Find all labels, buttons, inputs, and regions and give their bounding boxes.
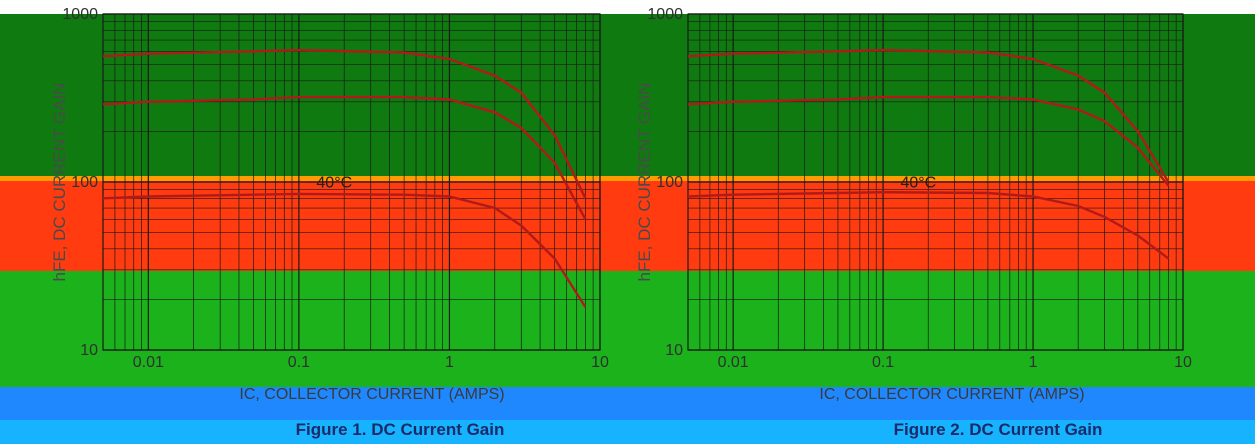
- chart-1-y-tick-2: 100: [71, 174, 98, 191]
- chart-1-x-tick-2: 0.1: [288, 354, 310, 371]
- overlay-band-green: [0, 271, 1255, 387]
- overlay-band-orange: [0, 176, 1255, 182]
- chart-2-y-tick-3: 10: [665, 342, 683, 359]
- chart-2-y-tick-2: 100: [656, 174, 683, 191]
- chart-2-series-1: [687, 48, 1170, 183]
- chart-1-y-tick-3: 10: [80, 342, 98, 359]
- chart-2-series-3: [687, 190, 1170, 260]
- chart-2-series-2: [687, 95, 1170, 187]
- chart-1-plot: 0.01 0.1 1 10 1000 100 10 −40°C hFE, DC CURRENT …: [50, 6, 609, 371]
- chart-2-frame: [687, 13, 1184, 351]
- chart-1-frame: [102, 13, 601, 351]
- chart-2-x-axis-label: IC, COLLECTOR CURRENT (AMPS): [819, 386, 1085, 403]
- chart-1-y-tick-1: 1000: [62, 6, 98, 23]
- chart-2-x-tick-4: 10: [1174, 354, 1192, 371]
- chart-1-caption: Figure 1. DC Current Gain: [295, 420, 505, 439]
- chart-1-series-3: [102, 192, 587, 308]
- chart-1-annotation-1: −40°C: [307, 174, 352, 191]
- chart-2-x-tick-3: 1: [1029, 354, 1038, 371]
- chart-2-annotation-1: −40°C: [891, 174, 936, 191]
- chart-2-x-tick-1: 0.01: [718, 354, 749, 371]
- chart-1-series-1: [102, 48, 587, 199]
- chart-2-y-tick-1: 1000: [647, 6, 683, 23]
- chart-1-x-tick-1: 0.01: [133, 354, 164, 371]
- chart-1-y-axis-label: hFE, DC CURRENT GAIN: [50, 83, 69, 282]
- overlay-band-cyan: [0, 420, 1255, 444]
- chart-2-y-axis-label: hFE, DC CURRENT GAIN: [635, 83, 654, 282]
- overlay-band-blue: [0, 387, 1255, 420]
- chart-2-x-tick-2: 0.1: [872, 354, 894, 371]
- chart-2-plot: 0.01 0.1 1 10 1000 100 10 −40°C hFE, DC CURRENT …: [635, 6, 1192, 371]
- chart-1-x-axis-label: IC, COLLECTOR CURRENT (AMPS): [239, 386, 505, 403]
- chart-2-caption: Figure 2. DC Current Gain: [893, 420, 1103, 439]
- overlay-band-dark-green: [0, 14, 1255, 179]
- chart-1-x-tick-3: 1: [445, 354, 454, 371]
- chart-1-x-tick-4: 10: [591, 354, 609, 371]
- chart-1-series-2: [102, 95, 587, 220]
